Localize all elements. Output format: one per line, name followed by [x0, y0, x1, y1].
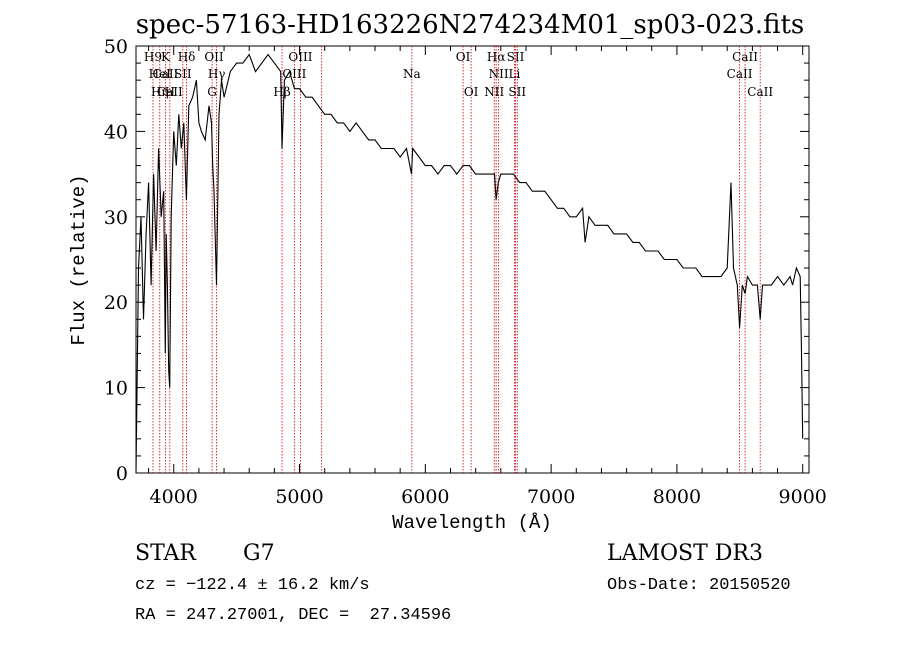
line-label-4: HeI [149, 67, 172, 81]
line-label-6: H [165, 85, 175, 99]
line-label-22: NII [484, 85, 504, 99]
line-label-15: Na [403, 67, 421, 81]
line-label-5: Hη [151, 85, 169, 99]
line-label-9: OII [204, 50, 224, 64]
line-label-7: Hδ [178, 50, 196, 64]
plot-frame [135, 45, 810, 474]
line-label-18: Hα [487, 50, 506, 64]
x-tick-label: 5000 [275, 486, 323, 508]
spectral-line-labels: H9 CaII CaII K HeI HηH Hδ SII OII Hγ G OIII OIII Hβ Na… [144, 50, 773, 99]
y-tick-label: 20 [104, 292, 128, 314]
y-tick-label: 30 [104, 207, 128, 229]
line-label-21: Li [508, 67, 520, 81]
x-tick-label: 4000 [150, 486, 198, 508]
y-tick-label: 10 [104, 378, 128, 400]
x-tick-label: 6000 [401, 486, 449, 508]
velocity-text: cz = −122.4 ± 16.2 km/s [135, 576, 370, 595]
line-label-24: CaII [732, 50, 758, 64]
coordinates-text: RA = 247.27001, DEC = 27.34596 [135, 606, 451, 625]
line-label-16: OI [456, 50, 471, 64]
line-label-10: Hγ [208, 67, 226, 81]
line-label-26: CaII [747, 85, 773, 99]
spectrum-series-line [135, 53, 804, 474]
x-axis-label: Wavelength (Å) [392, 512, 552, 534]
line-label-20: NII [489, 67, 509, 81]
object-subclass: G7 [243, 541, 275, 566]
x-tick-label: 7000 [527, 486, 575, 508]
line-label-13: OIII [282, 67, 306, 81]
x-tick-label: 9000 [779, 486, 827, 508]
line-label-3: K [161, 50, 171, 64]
line-label-11: G [207, 85, 217, 99]
survey-label: LAMOST DR3 [607, 541, 763, 566]
line-label-23: SII [508, 85, 526, 99]
chart-title: spec-57163-HD163226N274234M01_sp03-023.f… [136, 10, 805, 40]
object-class: STAR [135, 541, 197, 566]
line-label-2: CaII [157, 85, 183, 99]
y-axis-label: Flux (relative) [68, 174, 90, 345]
line-label-19: SII [507, 50, 525, 64]
line-label-25: CaII [727, 67, 753, 81]
y-tick-label: 40 [104, 121, 128, 143]
line-label-17: OI [464, 85, 479, 99]
y-tick-label: 50 [104, 36, 128, 58]
line-label-8: SII [174, 67, 192, 81]
y-tick-label: 0 [116, 463, 128, 485]
line-label-12: OIII [288, 50, 312, 64]
line-label-14: Hβ [273, 85, 290, 99]
x-axis-ticks: 4000 5000 6000 7000 8000 9000 [148, 46, 827, 508]
line-label-0: H9 [144, 50, 162, 64]
line-label-1: CaII [153, 67, 179, 81]
obs-date-text: Obs-Date: 20150520 [607, 576, 791, 595]
x-tick-label: 8000 [653, 486, 701, 508]
y-axis-ticks: 0 10 20 30 40 50 [104, 36, 809, 485]
